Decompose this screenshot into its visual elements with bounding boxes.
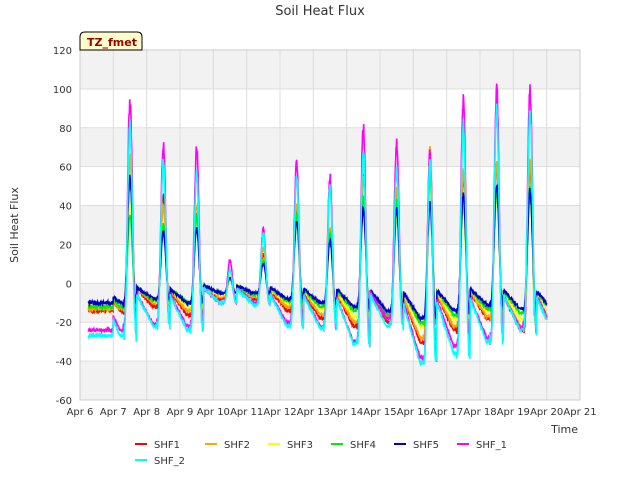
- legend-label: SHF4: [350, 440, 376, 451]
- y-tick-label: 60: [59, 163, 72, 174]
- x-tick-label: Apr 7: [100, 407, 127, 418]
- x-tick-label: Apr 19: [497, 407, 530, 418]
- x-tick-label: Apr 11: [230, 407, 263, 418]
- legend: SHF1 SHF2 SHF3 SHF4 SHF5 SHF_1 SHF_2: [135, 440, 507, 467]
- x-tick-label: Apr 14: [330, 407, 363, 418]
- x-tick-label: Apr 18: [463, 407, 496, 418]
- y-tick-label: 120: [53, 46, 72, 57]
- y-tick-label: 100: [53, 85, 72, 96]
- y-tick-label: 80: [59, 124, 72, 135]
- grid-band: [80, 127, 580, 167]
- x-tick-label: Apr 8: [133, 407, 160, 418]
- x-tick-label: Apr 9: [167, 407, 194, 418]
- x-tick-labels: Apr 6 Apr 7 Apr 8 Apr 9 Apr 10 Apr 11 Apr 12 Ap…: [67, 407, 597, 418]
- x-tick-label: Apr 6: [67, 407, 94, 418]
- chart-title: Soil Heat Flux: [275, 4, 365, 19]
- legend-label: SHF5: [413, 440, 439, 451]
- grid-band: [80, 50, 580, 89]
- legend-label: SHF2: [224, 440, 250, 451]
- legend-label: SHF3: [287, 440, 313, 451]
- y-tick-label: 40: [59, 202, 72, 213]
- station-label: TZ_fmet: [87, 36, 137, 49]
- series-line-shf-2: [87, 103, 548, 367]
- series-lines: [87, 83, 548, 367]
- grid-band: [80, 361, 580, 400]
- x-tick-label: Apr 12: [263, 407, 296, 418]
- grid-band: [80, 283, 580, 323]
- x-tick-label: Apr 10: [197, 407, 230, 418]
- y-tick-label: -20: [56, 318, 72, 329]
- y-tick-labels: -60 -40 -20 0 20 40 60 80 100 120: [53, 46, 72, 407]
- x-tick-label: Apr 13: [297, 407, 330, 418]
- y-tick-label: 20: [59, 240, 72, 251]
- x-tick-label: Apr 16: [397, 407, 430, 418]
- x-tick-label: Apr 15: [363, 407, 396, 418]
- y-tick-label: -60: [56, 396, 72, 407]
- legend-label: SHF1: [154, 440, 180, 451]
- series-line-shf5: [87, 174, 548, 323]
- legend-label: SHF_2: [154, 456, 185, 467]
- x-tick-label: Apr 17: [430, 407, 463, 418]
- x-tick-label: Apr 21: [563, 407, 596, 418]
- station-label-shape: [79, 31, 143, 51]
- y-tick-label: -40: [56, 357, 72, 368]
- y-axis-label: Soil Heat Flux: [8, 187, 21, 263]
- plot-area-border: [79, 49, 581, 401]
- y-tick-label: 0: [66, 279, 72, 290]
- x-axis-label: Time: [550, 423, 578, 436]
- legend-label: SHF_1: [476, 440, 507, 451]
- x-tick-label: Apr 20: [530, 407, 563, 418]
- station-label-box: TZ_fmet: [79, 31, 143, 51]
